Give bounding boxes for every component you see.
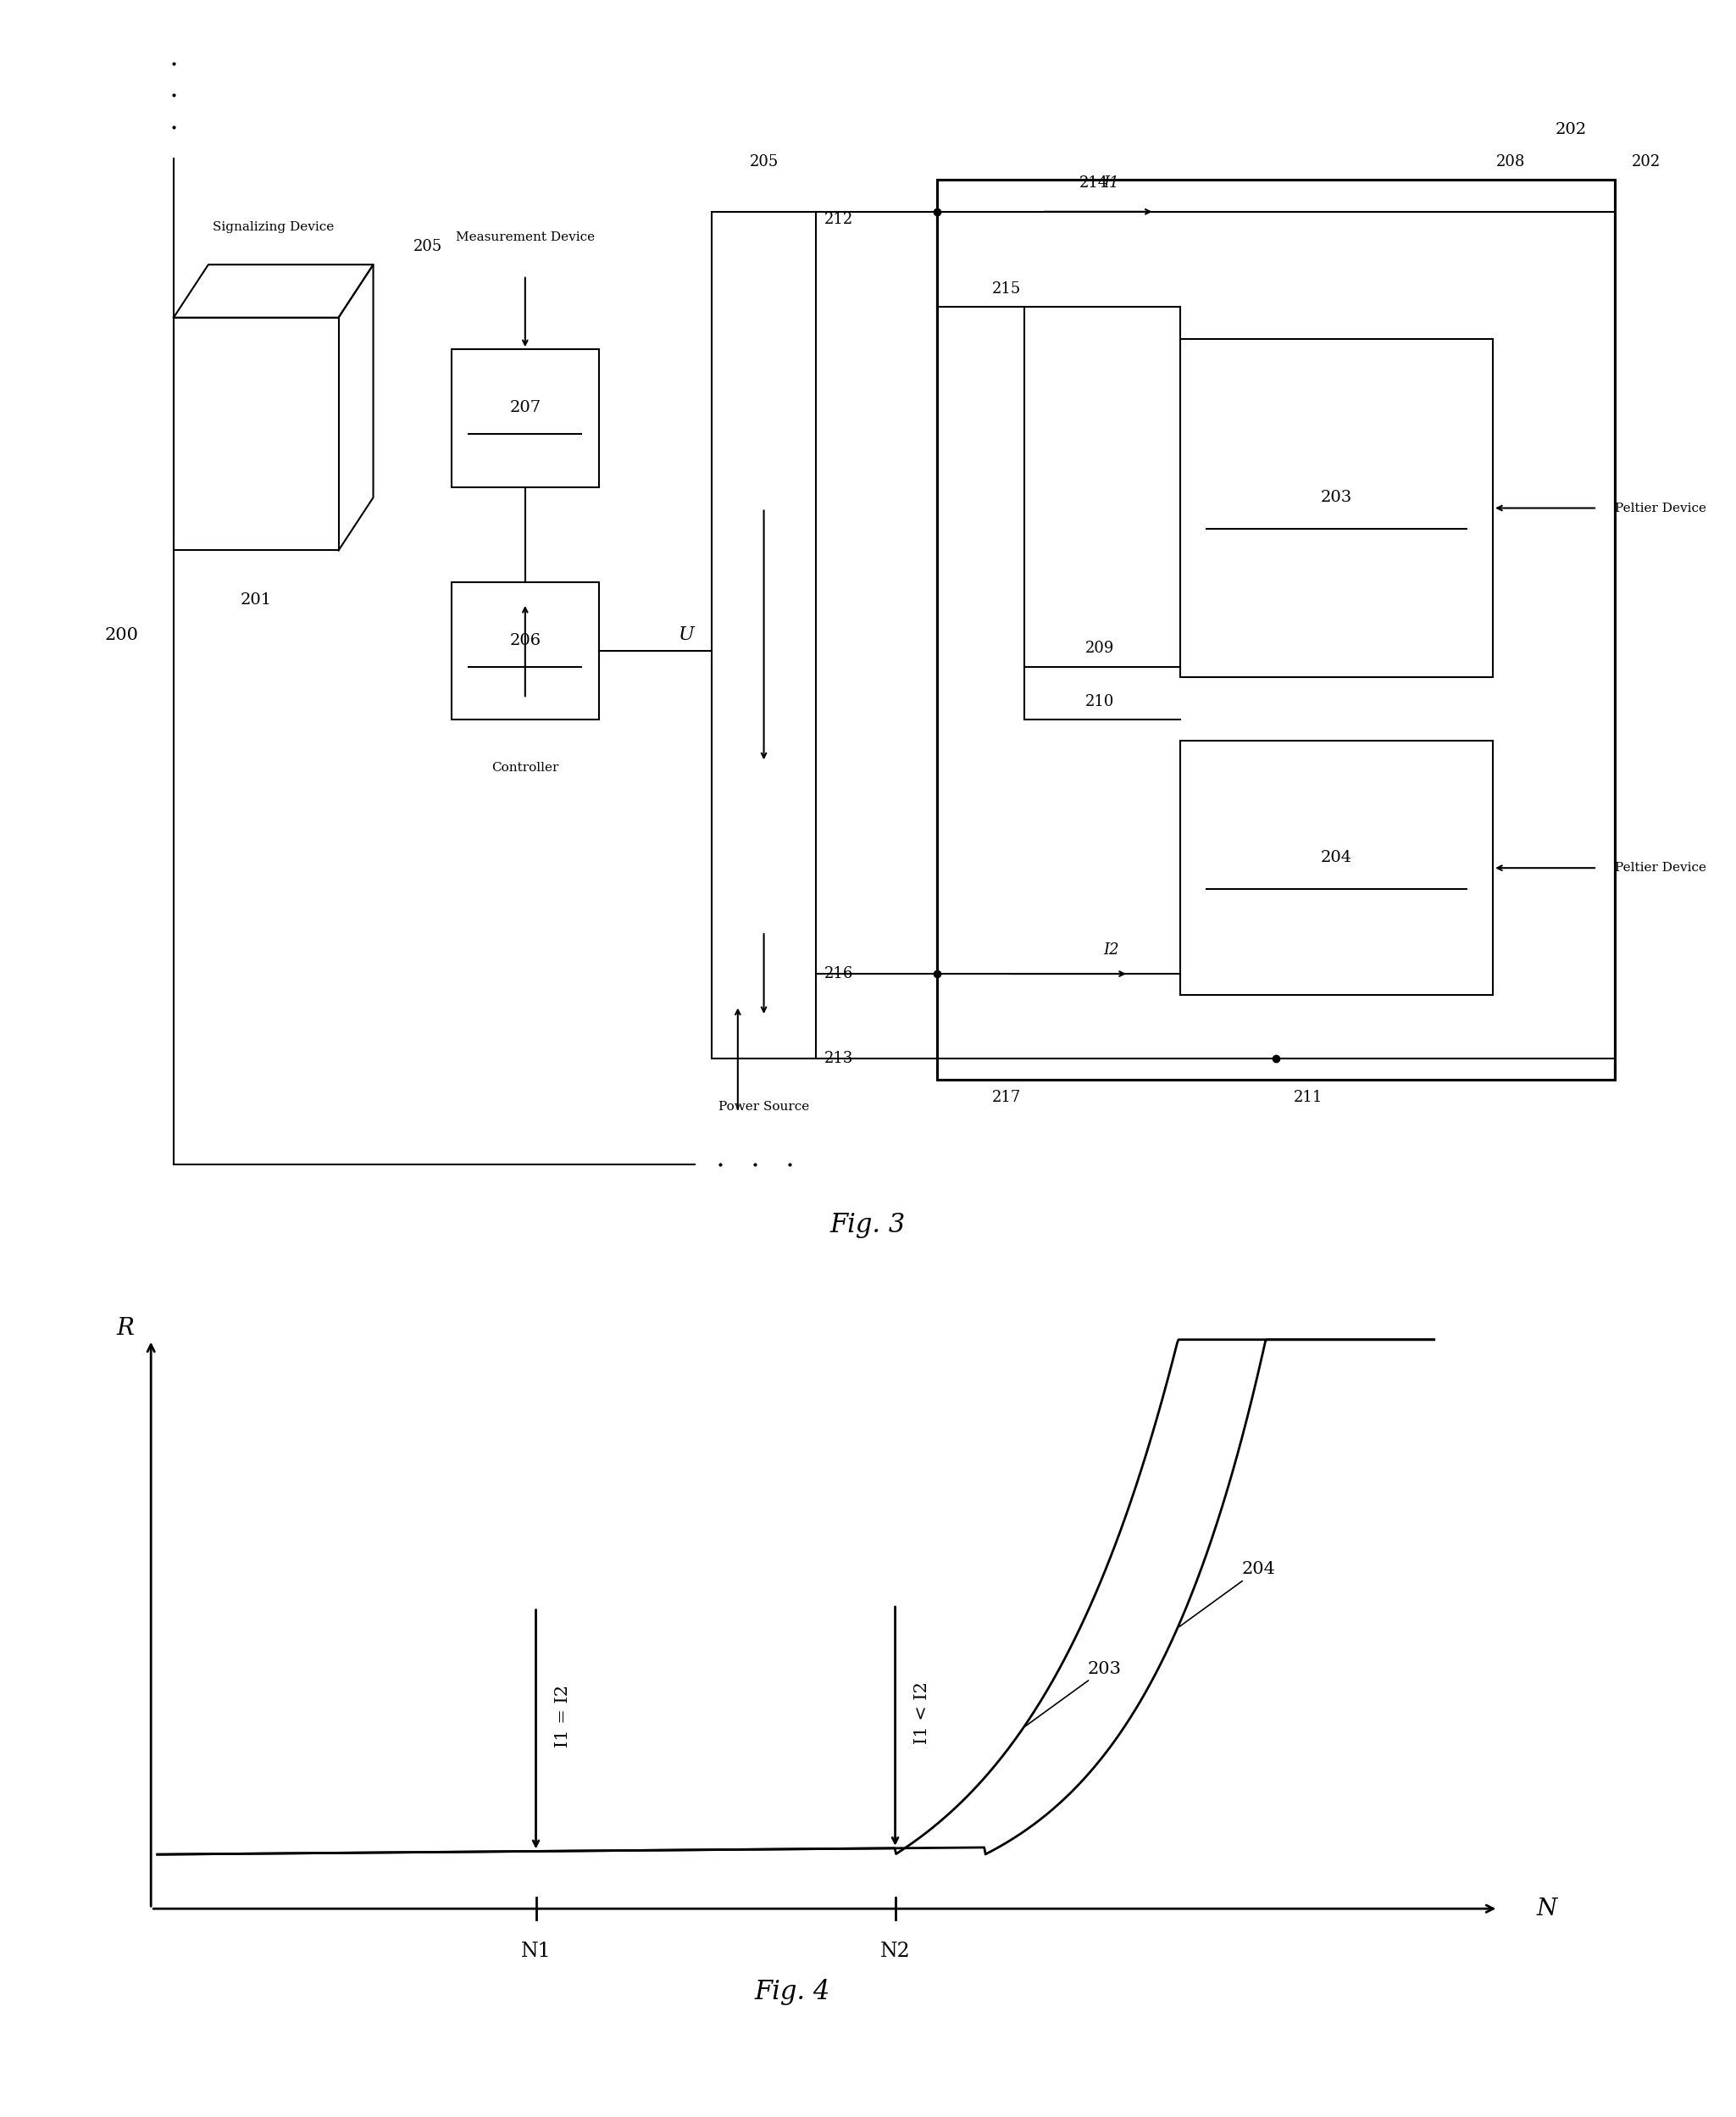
Text: I2: I2 <box>1102 942 1120 957</box>
Text: U: U <box>679 627 694 644</box>
FancyBboxPatch shape <box>174 318 339 550</box>
FancyBboxPatch shape <box>1180 741 1493 995</box>
Text: 200: 200 <box>104 627 139 644</box>
Text: 215: 215 <box>993 282 1021 296</box>
Text: I1: I1 <box>1102 176 1120 191</box>
Text: 204: 204 <box>1179 1560 1276 1626</box>
Text: 202: 202 <box>1632 155 1661 169</box>
Text: N2: N2 <box>880 1941 910 1960</box>
Text: R: R <box>116 1317 134 1340</box>
FancyBboxPatch shape <box>712 212 816 1058</box>
Text: Controller: Controller <box>491 762 559 775</box>
Text: N: N <box>1536 1897 1557 1920</box>
Text: 211: 211 <box>1293 1090 1323 1105</box>
Text: 212: 212 <box>825 212 854 227</box>
FancyBboxPatch shape <box>937 180 1614 1080</box>
Text: 207: 207 <box>509 400 542 415</box>
Text: N1: N1 <box>521 1941 550 1960</box>
Text: 216: 216 <box>825 965 854 982</box>
Text: Measurement Device: Measurement Device <box>455 231 595 243</box>
Text: 204: 204 <box>1321 849 1352 866</box>
Text: 209: 209 <box>1085 641 1115 656</box>
Text: I1 < I2: I1 < I2 <box>915 1681 930 1744</box>
Text: Peltier Device: Peltier Device <box>1614 502 1706 514</box>
Text: 203: 203 <box>1321 489 1352 506</box>
Text: 202: 202 <box>1555 123 1587 138</box>
FancyBboxPatch shape <box>451 582 599 720</box>
Text: 217: 217 <box>993 1090 1021 1105</box>
Text: 201: 201 <box>240 593 273 608</box>
Text: 214: 214 <box>1080 176 1108 191</box>
Text: I1 = I2: I1 = I2 <box>556 1685 571 1747</box>
Text: Fig. 3: Fig. 3 <box>830 1213 906 1238</box>
Text: 213: 213 <box>825 1050 854 1067</box>
Text: 210: 210 <box>1085 694 1115 709</box>
Text: Signalizing Device: Signalizing Device <box>214 220 333 233</box>
Text: 206: 206 <box>509 633 542 648</box>
Text: 205: 205 <box>413 239 443 254</box>
Text: Peltier Device: Peltier Device <box>1614 862 1706 874</box>
FancyBboxPatch shape <box>1180 339 1493 677</box>
Text: 205: 205 <box>750 155 778 169</box>
Text: Fig. 4: Fig. 4 <box>755 1979 830 2005</box>
FancyBboxPatch shape <box>451 349 599 487</box>
Text: 203: 203 <box>1026 1660 1121 1725</box>
Text: 208: 208 <box>1496 155 1524 169</box>
Text: Power Source: Power Source <box>719 1101 809 1114</box>
